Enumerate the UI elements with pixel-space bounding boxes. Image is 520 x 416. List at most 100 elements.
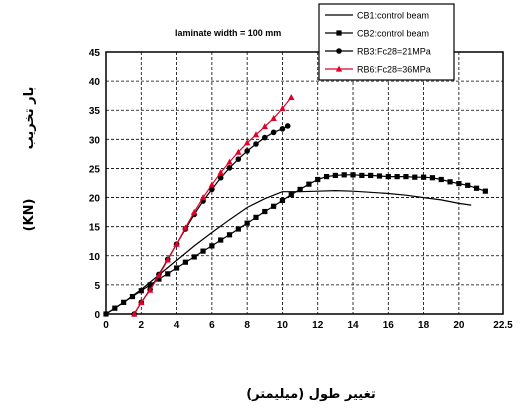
square-marker xyxy=(173,265,180,271)
square-marker xyxy=(253,214,259,220)
square-marker xyxy=(438,176,444,183)
x-tick-label: 20 xyxy=(453,320,465,331)
x-tick-label: 10 xyxy=(277,320,289,331)
circle-marker xyxy=(209,186,215,193)
square-marker xyxy=(412,174,418,180)
square-marker xyxy=(465,182,471,188)
square-marker xyxy=(473,185,480,191)
plot-frame xyxy=(105,51,504,315)
triangle-marker xyxy=(208,181,216,188)
triangle-marker xyxy=(226,158,233,165)
y-tick-label: 30 xyxy=(89,135,101,146)
square-marker xyxy=(323,173,330,180)
square-marker xyxy=(226,232,233,238)
square-marker xyxy=(288,192,294,198)
x-tick-label: 0 xyxy=(103,320,109,331)
y-tick-label: 5 xyxy=(94,281,100,292)
legend-entry-label: RB6:Fc28=36MPa xyxy=(357,65,431,75)
square-marker xyxy=(297,186,303,193)
triangle-marker xyxy=(138,298,145,305)
square-marker xyxy=(244,220,250,226)
y-tick-label: 25 xyxy=(89,164,101,175)
triangle-marker xyxy=(146,286,154,293)
triangle-marker xyxy=(270,114,277,121)
y-tick-label: 45 xyxy=(89,48,101,59)
triangle-marker xyxy=(155,272,163,279)
x-tick-label: 22.5 xyxy=(493,320,513,331)
square-marker xyxy=(200,248,206,254)
y-axis-label: بار تخريب xyxy=(22,87,37,150)
square-marker xyxy=(456,180,462,187)
square-marker xyxy=(429,175,436,181)
square-marker xyxy=(376,173,383,179)
square-marker xyxy=(271,203,277,209)
series-2 xyxy=(103,172,488,317)
square-marker xyxy=(262,208,268,215)
circle-marker xyxy=(262,134,268,141)
square-marker xyxy=(350,172,356,178)
legend-entry-label: RB3:Fc28=21MPa xyxy=(357,47,431,57)
square-marker xyxy=(332,172,338,179)
square-marker xyxy=(191,254,197,260)
x-axis-label: تغيير طول (ميليمتر) xyxy=(246,387,376,402)
x-tick-label: 12 xyxy=(312,320,324,331)
square-marker xyxy=(218,237,224,243)
square-marker xyxy=(385,173,391,180)
triangle-marker xyxy=(335,65,343,72)
series-4 xyxy=(131,94,295,317)
square-marker xyxy=(447,179,453,185)
y-tick-label: 10 xyxy=(89,252,101,263)
circle-marker xyxy=(235,156,242,162)
legend-entry-label: CB2:control beam xyxy=(357,29,429,39)
square-marker xyxy=(182,259,188,265)
square-marker xyxy=(306,181,312,187)
triangle-marker xyxy=(243,139,251,146)
series-line xyxy=(105,189,472,315)
triangle-marker xyxy=(164,256,171,263)
square-marker xyxy=(315,176,321,183)
square-marker xyxy=(341,172,347,178)
legend-box xyxy=(318,3,455,81)
circle-marker xyxy=(336,48,342,54)
triangle-marker xyxy=(217,169,224,176)
square-marker xyxy=(359,172,365,179)
triangle-marker xyxy=(199,194,207,201)
square-marker xyxy=(368,172,374,179)
square-marker xyxy=(129,293,136,300)
square-marker xyxy=(336,30,342,36)
x-tick-label: 16 xyxy=(383,320,395,331)
triangle-marker xyxy=(288,94,295,101)
square-marker xyxy=(147,282,153,288)
triangle-marker xyxy=(279,105,286,112)
circle-marker xyxy=(284,123,291,129)
square-marker xyxy=(112,305,118,311)
y-tick-label: 15 xyxy=(89,223,101,234)
y-tick-label: 0 xyxy=(94,310,100,321)
square-marker xyxy=(482,188,488,194)
x-tick-label: 2 xyxy=(139,320,145,331)
triangle-marker xyxy=(235,148,242,155)
circle-marker xyxy=(270,129,277,136)
series-layer xyxy=(103,94,488,317)
square-marker xyxy=(165,271,171,277)
square-marker xyxy=(209,243,215,249)
tick-layer: 0 2 4 6 8 10 12 14 16 18 20 22.5 0 5 10 15 20 25 30 35 40 45 xyxy=(89,48,513,331)
square-marker xyxy=(279,197,286,204)
y-tick-label: 40 xyxy=(89,77,101,88)
x-tick-label: 8 xyxy=(244,320,250,331)
circle-marker xyxy=(244,148,250,154)
circle-marker xyxy=(253,141,259,147)
square-marker xyxy=(394,173,400,180)
triangle-marker xyxy=(182,224,189,231)
x-tick-label: 6 xyxy=(209,320,215,331)
y-tick-label: 20 xyxy=(89,194,101,205)
y-axis-unit-label: (KN) xyxy=(22,199,37,232)
square-marker xyxy=(156,276,162,282)
annotation-text: laminate width = 100 mm xyxy=(175,28,281,38)
square-marker xyxy=(103,311,109,317)
circle-marker xyxy=(226,165,233,171)
legend: CB1:control beam CB2:control beam RB3:Fc28… xyxy=(318,3,455,81)
x-tick-label: 14 xyxy=(347,320,359,331)
